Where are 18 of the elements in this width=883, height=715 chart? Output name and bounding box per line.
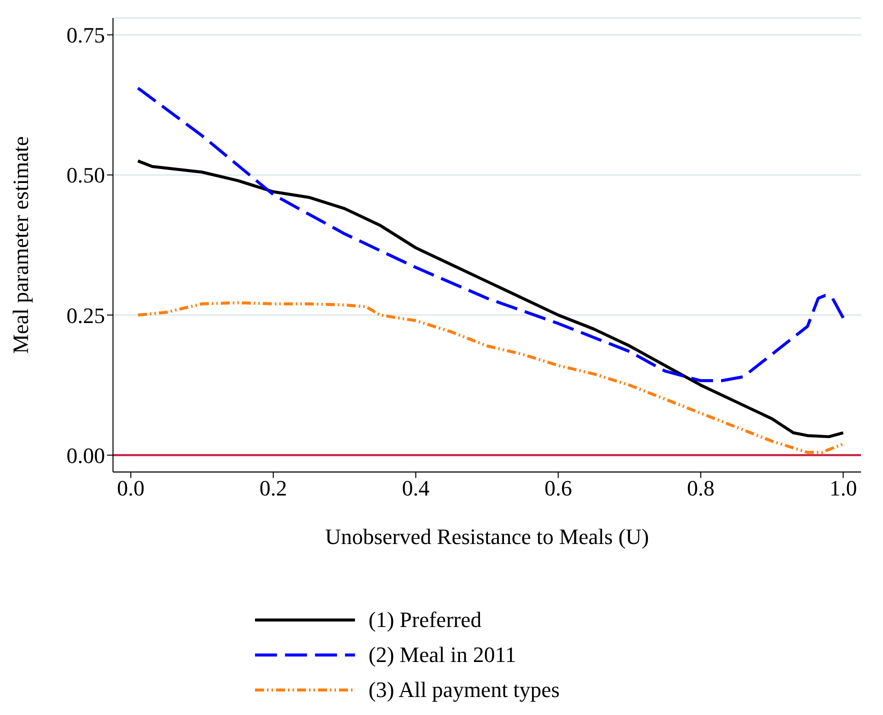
x-tick-label: 0.8 [686, 476, 714, 501]
line-series [136, 301, 845, 454]
legend-label: (2) Meal in 2011 [368, 642, 516, 668]
x-tick-label: 1.0 [829, 476, 857, 501]
y-axis-title: Meal parameter estimate [8, 136, 33, 354]
y-tick-label: 0.75 [66, 22, 105, 48]
y-tick-label: 0.00 [66, 442, 105, 468]
x-tick-label: 0.6 [544, 476, 572, 501]
line-series [136, 159, 845, 438]
y-tick-label: 0.25 [66, 302, 105, 328]
x-tick-label: 0.2 [260, 476, 288, 501]
x-tick-label: 0.4 [402, 476, 430, 501]
legend-label: (3) All payment types [368, 676, 560, 702]
line-series [136, 86, 845, 382]
legend-label: (1) Preferred [368, 606, 482, 632]
y-tick-label: 0.50 [66, 162, 105, 188]
x-axis-title: Unobserved Resistance to Meals (U) [325, 524, 649, 549]
x-tick-label: 0.0 [117, 476, 145, 501]
